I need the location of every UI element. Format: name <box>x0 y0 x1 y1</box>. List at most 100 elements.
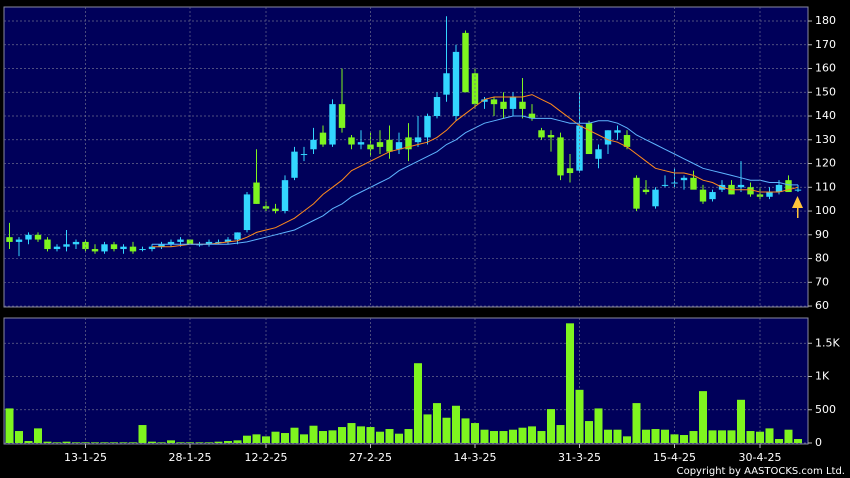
candle-body <box>215 241 222 243</box>
volume-bar <box>566 323 574 443</box>
volume-bar <box>765 428 774 443</box>
candle-body <box>338 104 346 128</box>
signal-arrow <box>792 196 803 218</box>
volume-bar <box>537 431 546 443</box>
volume-bar <box>613 429 622 443</box>
y-tick-label: 90 <box>815 228 829 241</box>
volume-bar <box>5 408 14 443</box>
volume-bar <box>718 430 726 443</box>
candle-body <box>766 192 773 197</box>
volume-bar <box>319 431 327 443</box>
y-tick-label: 150 <box>815 85 836 98</box>
volume-bar <box>784 429 793 443</box>
candle-body <box>414 137 422 143</box>
volume-bar <box>480 429 489 443</box>
candle-body <box>34 234 42 240</box>
x-tick-label: 15-4-25 <box>653 451 696 464</box>
candle-body <box>680 177 688 181</box>
candle-body <box>91 249 99 252</box>
volume-bar <box>186 442 194 443</box>
candle-body <box>623 135 631 147</box>
candle-body <box>310 139 317 150</box>
x-tick-label: 27-2-25 <box>349 451 392 464</box>
x-tick-label: 12-2-25 <box>245 451 288 464</box>
volume-bar <box>794 439 802 443</box>
candle-body <box>101 244 108 252</box>
candle-body <box>329 104 336 145</box>
price-panel <box>3 6 809 308</box>
candle-body <box>737 184 745 188</box>
volume-bar <box>81 442 90 443</box>
volume-bar <box>347 423 356 443</box>
candle-body <box>15 239 23 242</box>
candle-body <box>281 180 289 212</box>
volume-bar <box>651 429 660 443</box>
candle-body <box>794 189 802 191</box>
x-tick-label: 30-4-25 <box>739 451 782 464</box>
volume-bar <box>100 442 109 443</box>
volume-bar <box>24 441 33 443</box>
volume-bar <box>328 430 337 443</box>
y-tick-label: 110 <box>815 180 836 193</box>
volume-bar <box>518 427 527 443</box>
candle-body <box>452 51 460 117</box>
candle-body <box>642 189 650 193</box>
candle-body <box>500 101 507 109</box>
candle-body <box>291 151 298 178</box>
candle-body <box>319 132 327 145</box>
candle-body <box>519 101 526 109</box>
volume-bar <box>414 363 422 443</box>
candle-body <box>604 130 612 145</box>
candle-body <box>234 232 241 240</box>
candle-body <box>376 142 384 147</box>
candle-body <box>82 241 89 250</box>
volume-bar <box>385 429 394 443</box>
volume-bar <box>72 442 80 443</box>
volume-bar <box>262 436 270 443</box>
candle-body <box>25 234 32 240</box>
volume-bar <box>680 435 688 443</box>
volume-bar <box>62 441 71 443</box>
volume-bar <box>53 442 61 443</box>
candle-body <box>243 194 251 231</box>
candle-body <box>690 177 697 190</box>
candle-body <box>139 249 146 251</box>
candle-body <box>253 182 260 204</box>
volume-bar <box>148 441 156 443</box>
x-tick-label: 31-3-25 <box>558 451 601 464</box>
candle-body <box>652 189 659 207</box>
volume-bar <box>300 434 308 443</box>
y-tick-label: 500 <box>815 403 836 416</box>
volume-bar <box>252 434 261 443</box>
y-tick-label: 130 <box>815 133 836 146</box>
y-tick-label: 60 <box>815 299 829 312</box>
volume-bar <box>376 431 384 443</box>
volume-bar <box>395 433 403 443</box>
volume-bar <box>309 425 318 443</box>
volume-bar <box>224 441 232 443</box>
volume-bar <box>233 440 242 443</box>
candle-body <box>462 32 469 93</box>
volume-bar <box>423 414 432 443</box>
candle-body <box>433 97 441 117</box>
volume-bar <box>205 442 213 443</box>
volume-bar <box>756 431 764 443</box>
candle-body <box>148 246 156 250</box>
candle-body <box>205 241 213 245</box>
candle-body <box>661 184 669 186</box>
volume-panel <box>3 317 809 445</box>
candle-body <box>547 135 555 138</box>
volume-bar <box>547 409 555 443</box>
volume-bar <box>34 428 42 443</box>
volume-bar <box>689 431 698 443</box>
volume-bar <box>404 429 413 443</box>
volume-bar <box>632 403 641 443</box>
y-tick-label: 100 <box>815 204 836 217</box>
volume-bar <box>623 436 631 443</box>
candle-body <box>120 246 127 250</box>
volume-bar <box>91 442 99 443</box>
candle-body <box>747 187 754 195</box>
x-tick-label: 14-3-25 <box>454 451 497 464</box>
moving-average-line <box>152 94 799 248</box>
candle-body <box>395 142 403 150</box>
